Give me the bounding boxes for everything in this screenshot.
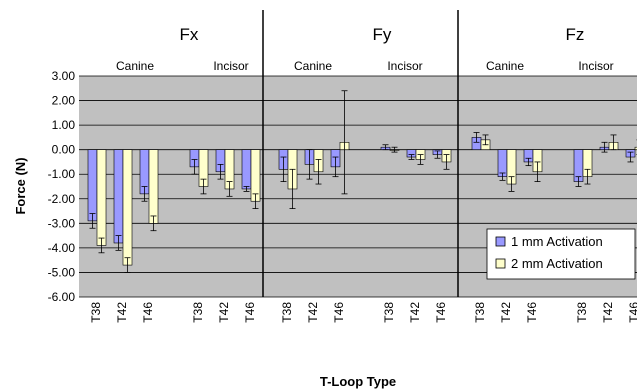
y-tick-label: 0.00 [52, 143, 76, 157]
x-tick-label: T38 [575, 302, 589, 323]
x-tick-label: T42 [115, 302, 129, 323]
y-tick-label: -3.00 [48, 216, 76, 230]
x-tick-label: T38 [473, 302, 487, 323]
panel-title: Fz [566, 25, 585, 44]
legend-swatch-1mm [495, 236, 506, 247]
group-label: Incisor [387, 59, 422, 73]
y-tick-label: -2.00 [48, 192, 76, 206]
x-tick-label: T38 [191, 302, 205, 323]
y-tick-label: 1.00 [52, 118, 76, 132]
panel-separators [262, 10, 459, 297]
y-tick-label: -5.00 [48, 265, 76, 279]
y-tick-label: -4.00 [48, 241, 76, 255]
bar [96, 149, 107, 246]
x-tick-label: T46 [141, 302, 155, 323]
x-tick-label: T46 [434, 302, 448, 323]
x-tick-label: T46 [525, 302, 539, 323]
x-tick-label: T38 [89, 302, 103, 323]
legend: 1 mm Activation 2 mm Activation [486, 228, 636, 280]
bars-layer [87, 90, 637, 273]
x-tick-label: T38 [280, 302, 294, 323]
group-label: Incisor [578, 59, 613, 73]
bar [148, 149, 159, 224]
bar [241, 149, 252, 190]
x-tick-labels: T38 T42 T46 T38 T42 T46 T38 T42 T46 T38 T42 T46 T38 T… [89, 302, 637, 323]
group-label: Canine [294, 59, 332, 73]
legend-swatch-2mm [495, 258, 506, 269]
y-tick-label: 3.00 [52, 69, 76, 83]
group-label: Canine [116, 59, 154, 73]
x-tick-label: T42 [306, 302, 320, 323]
y-axis-title: Force (N) [13, 157, 28, 214]
y-tick-label: -6.00 [48, 290, 76, 304]
y-tick-label: -1.00 [48, 167, 76, 181]
bar [113, 149, 124, 244]
bar [87, 149, 98, 222]
x-tick-label: T46 [332, 302, 346, 323]
x-axis-title: T-Loop Type [320, 374, 396, 389]
y-tick-label: 2.00 [52, 94, 76, 108]
panel-title: Fy [373, 25, 392, 44]
panel-title: Fx [180, 25, 199, 44]
gridlines [79, 75, 637, 298]
group-label: Incisor [213, 59, 248, 73]
y-tick-labels: 3.00 2.00 1.00 0.00 -1.00 -2.00 -3.00 -4.00 -5.0… [48, 69, 76, 304]
x-tick-label: T42 [601, 302, 615, 323]
bar [122, 149, 133, 266]
group-label: Canine [486, 59, 524, 73]
x-tick-label: T42 [408, 302, 422, 323]
legend-box [486, 228, 636, 280]
x-tick-label: T42 [217, 302, 231, 323]
x-tick-label: T46 [243, 302, 257, 323]
x-tick-label: T42 [499, 302, 513, 323]
legend-label-1mm: 1 mm Activation [511, 234, 603, 249]
legend-label-2mm: 2 mm Activation [511, 256, 603, 271]
panel-headers: Fx Canine Incisor Fy Canine Incisor Fz Canine In… [116, 25, 614, 73]
x-tick-label: T46 [627, 302, 637, 323]
x-tick-label: T38 [382, 302, 396, 323]
bar [634, 146, 637, 150]
